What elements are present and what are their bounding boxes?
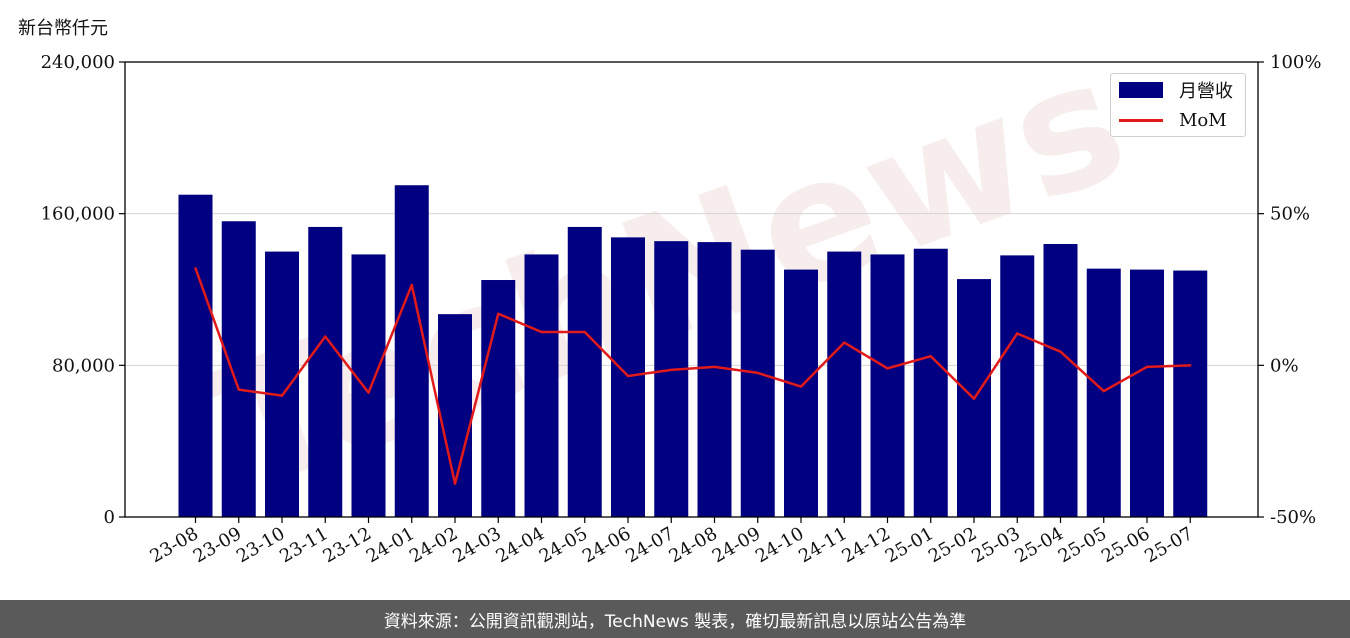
- mom-point-24-10: [799, 385, 803, 388]
- x-tick-label-23-08: 23-08: [147, 523, 202, 567]
- bar-23-09: [221, 221, 256, 517]
- bar-25-06: [1130, 269, 1164, 517]
- x-tick-label-25-02: 25-02: [925, 523, 980, 567]
- bar-24-08: [697, 242, 732, 517]
- mom-point-24-08: [713, 365, 716, 369]
- mom-point-25-03: [1016, 332, 1019, 335]
- mom-point-24-04: [540, 330, 543, 334]
- mom-point-23-10: [280, 394, 284, 397]
- legend-swatch-bar: [1119, 82, 1163, 98]
- mom-point-25-01: [929, 355, 932, 358]
- revenue-chart: TechNews080,000160,000240,000-50%0%50%10…: [41, 21, 1322, 568]
- mom-point-25-05: [1102, 389, 1105, 393]
- x-tick-label-25-05: 25-05: [1055, 523, 1110, 567]
- mom-point-24-03: [497, 312, 500, 315]
- x-tick-label-23-11: 23-11: [276, 523, 331, 567]
- mom-point-24-09: [756, 371, 759, 375]
- mom-point-24-02: [453, 482, 457, 485]
- bar-23-12: [351, 254, 386, 518]
- left-tick-label-2: 160,000: [41, 204, 115, 225]
- mom-point-24-11: [843, 341, 846, 344]
- legend-label-revenue: 月營收: [1179, 81, 1233, 102]
- chart-legend: 月營收 MoM: [1110, 73, 1246, 137]
- x-tick-label-24-09: 24-09: [709, 523, 764, 567]
- mom-point-25-02: [972, 397, 976, 400]
- bar-24-11: [827, 251, 862, 518]
- legend-item-revenue: 月營收: [1119, 79, 1233, 102]
- x-tick-label-24-05: 24-05: [536, 523, 591, 567]
- right-tick-label-2: 50%: [1270, 204, 1310, 225]
- x-tick-label-25-07: 25-07: [1141, 523, 1196, 567]
- legend-label-mom: MoM: [1179, 109, 1227, 131]
- x-tick-label-24-06: 24-06: [579, 523, 634, 567]
- mom-point-25-04: [1059, 350, 1062, 353]
- source-footer: 資料來源：公開資訊觀測站，TechNews 製表，確切最新訊息以原站公告為準: [0, 600, 1350, 638]
- x-tick-label-25-03: 25-03: [968, 523, 1023, 567]
- bar-24-09: [740, 249, 775, 517]
- bar-24-05: [567, 226, 602, 517]
- right-tick-label-1: 0%: [1270, 355, 1299, 376]
- mom-point-23-11: [324, 335, 327, 338]
- bar-24-07: [654, 241, 689, 517]
- bar-24-02: [438, 314, 472, 517]
- bar-25-04: [1043, 244, 1078, 517]
- x-tick-label-25-06: 25-06: [1098, 523, 1153, 567]
- right-tick-label-3: 100%: [1270, 52, 1321, 73]
- mom-point-23-12: [367, 391, 370, 394]
- bar-23-11: [308, 226, 343, 517]
- mom-point-25-06: [1145, 365, 1149, 369]
- mom-point-25-07: [1189, 364, 1192, 367]
- footer-text: 資料來源：公開資訊觀測站，TechNews 製表，確切最新訊息以原站公告為準: [383, 611, 967, 632]
- x-tick-label-25-04: 25-04: [1012, 523, 1067, 567]
- bar-25-05: [1086, 268, 1121, 517]
- bar-24-01: [394, 185, 429, 517]
- x-tick-label-24-08: 24-08: [666, 523, 721, 567]
- x-tick-label-23-12: 23-12: [320, 523, 375, 567]
- bar-24-10: [784, 269, 818, 517]
- right-tick-label-0: -50%: [1270, 507, 1316, 528]
- left-tick-label-1: 80,000: [52, 355, 115, 376]
- x-tick-label-24-04: 24-04: [493, 523, 548, 567]
- mom-line: [194, 267, 1191, 485]
- x-tick-label-25-01: 25-01: [882, 523, 937, 567]
- mom-point-24-07: [670, 368, 673, 372]
- x-tick-label-24-01: 24-01: [363, 523, 418, 567]
- bar-25-03: [1000, 255, 1035, 517]
- bar-24-12: [870, 254, 905, 518]
- left-tick-label-3: 240,000: [41, 52, 115, 73]
- x-tick-label-24-02: 24-02: [406, 523, 461, 567]
- legend-swatch-line: [1119, 118, 1163, 122]
- x-tick-label-24-11: 24-11: [795, 523, 850, 567]
- plot-frame: [124, 61, 1259, 518]
- left-tick-label-0: 0: [104, 507, 115, 528]
- x-tick-label-24-07: 24-07: [622, 523, 677, 567]
- mom-point-23-09: [237, 388, 240, 391]
- legend-item-mom: MoM: [1119, 109, 1227, 131]
- mom-point-24-01: [410, 283, 413, 287]
- mom-point-24-06: [626, 374, 630, 378]
- bar-25-07: [1173, 270, 1208, 517]
- x-tick-label-24-03: 24-03: [449, 523, 504, 567]
- mom-point-23-08: [194, 267, 197, 270]
- bar-24-04: [524, 254, 559, 518]
- bar-23-08: [178, 194, 213, 518]
- mom-point-24-12: [886, 367, 889, 370]
- bar-23-10: [265, 251, 299, 518]
- bar-25-01: [913, 248, 948, 518]
- y-axis-unit-label: 新台幣仟元: [18, 18, 108, 39]
- x-tick-label-24-10: 24-10: [752, 523, 807, 567]
- x-tick-label-24-12: 24-12: [839, 523, 894, 567]
- mom-point-24-05: [583, 330, 586, 334]
- x-tick-label-23-09: 23-09: [190, 523, 245, 567]
